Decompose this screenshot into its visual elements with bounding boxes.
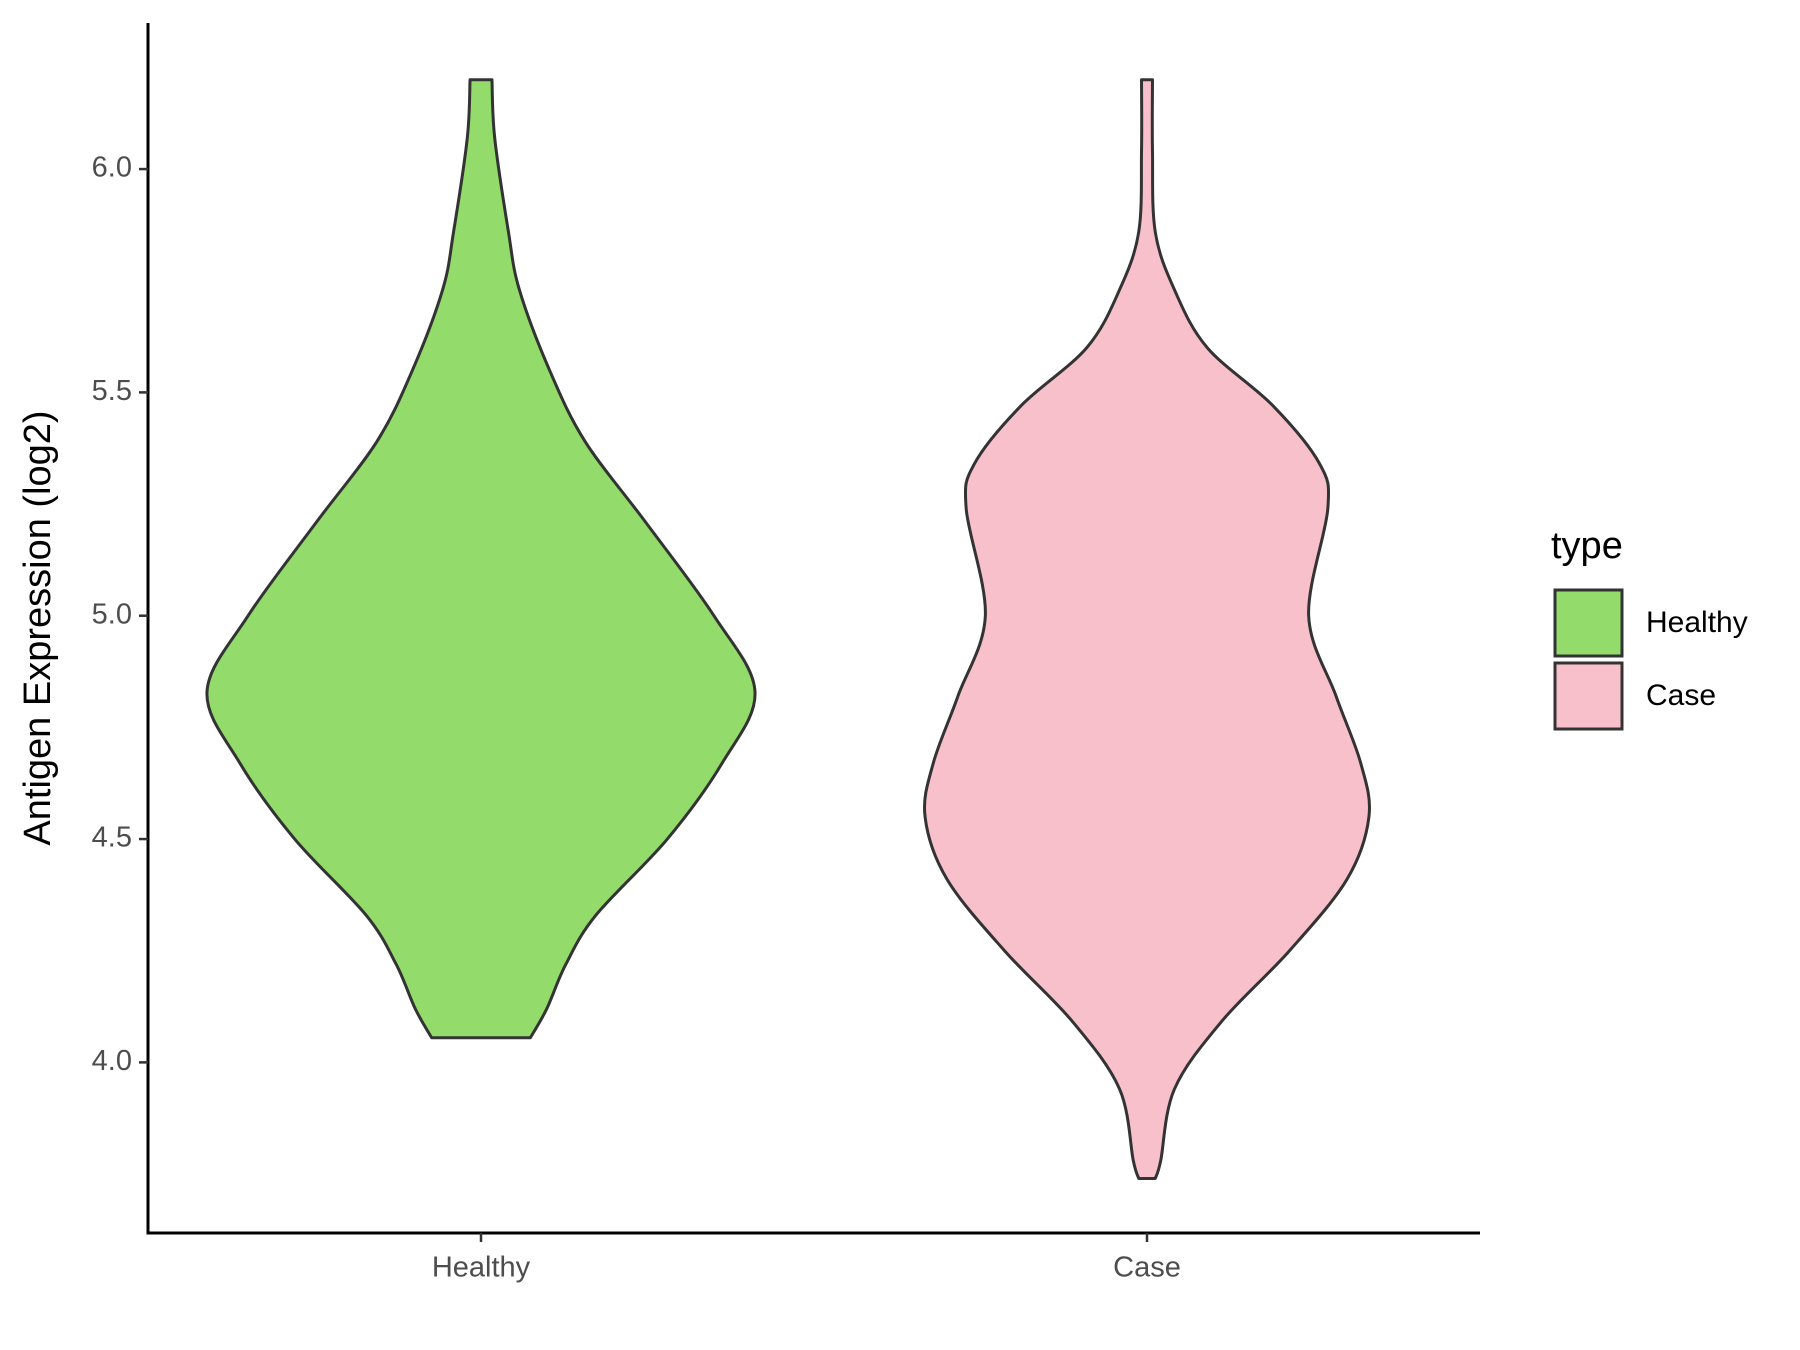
legend-key [1553, 661, 1624, 731]
violin [923, 78, 1371, 1181]
y-axis-label: Antigen Expression (log2) [17, 410, 59, 845]
y-tick-label: 5.0 [92, 598, 132, 630]
x-tick-label: Healthy [432, 1252, 531, 1284]
legend-label: Healthy [1646, 606, 1748, 639]
y-tick-label: 4.0 [92, 1045, 132, 1077]
violin [205, 78, 757, 1040]
y-tick-label: 5.5 [92, 375, 132, 407]
y-tick-label: 6.0 [92, 152, 132, 184]
x-tick-label: Case [1113, 1252, 1181, 1284]
y-tick-label: 4.5 [92, 822, 132, 854]
legend-label: Case [1646, 679, 1716, 712]
legend-key [1553, 588, 1624, 658]
legend-title: type [1551, 525, 1623, 567]
